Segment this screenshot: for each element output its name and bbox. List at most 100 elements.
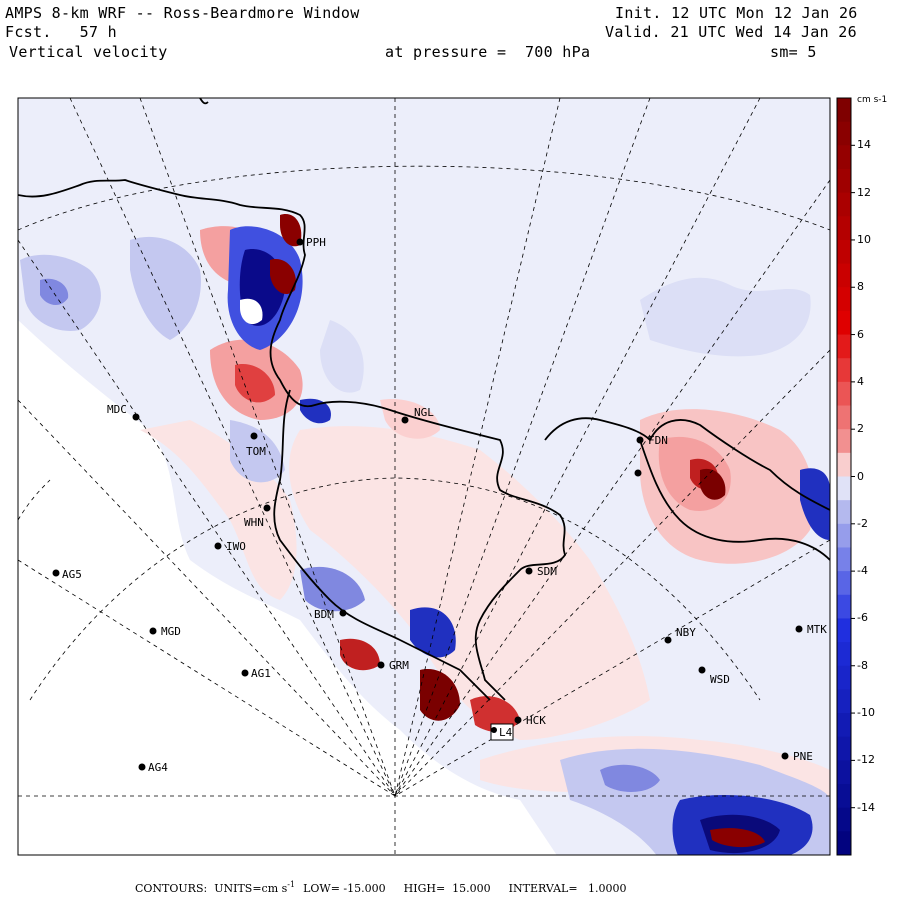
colorbar-label: 2 bbox=[857, 422, 864, 436]
station-label: AG4 bbox=[148, 761, 168, 774]
colorbar-segment bbox=[837, 98, 851, 123]
station-dot bbox=[634, 469, 642, 477]
station-label: MGD bbox=[161, 625, 181, 638]
colorbar-segment bbox=[837, 405, 851, 430]
station-iwo: IWO bbox=[214, 540, 246, 553]
colorbar-label: 10 bbox=[857, 232, 871, 246]
colorbar-segment bbox=[837, 736, 851, 761]
station-label: MDC bbox=[107, 403, 127, 416]
station-ag5: AG5 bbox=[52, 568, 82, 581]
station-wsd: WSD bbox=[698, 666, 730, 686]
colorbar-segment bbox=[837, 358, 851, 383]
coastline bbox=[18, 98, 830, 701]
colorbar-segment bbox=[837, 784, 851, 809]
colorbar-label: 8 bbox=[857, 280, 864, 294]
colorbar-segment bbox=[837, 168, 851, 194]
colorbar-segment bbox=[837, 618, 851, 643]
colorbar-segment bbox=[837, 500, 851, 525]
contour-interval: INTERVAL= 1.0000 bbox=[508, 881, 627, 895]
contour-info: CONTOURS: UNITS=cm s-1 LOW= -15.000 HIGH=… bbox=[135, 880, 631, 895]
station-tom: TOM bbox=[246, 432, 266, 458]
station-label: WHN bbox=[244, 516, 264, 529]
station-bdm: BDM bbox=[314, 608, 347, 621]
station-mtk: MTK bbox=[795, 623, 827, 636]
station-label: NGL bbox=[414, 406, 434, 419]
colorbar-label: -10 bbox=[857, 706, 875, 720]
colorbar-label: -6 bbox=[857, 611, 868, 625]
colorbar-label: -4 bbox=[857, 564, 868, 578]
station-mgd: MGD bbox=[149, 625, 181, 638]
station-l4: L4 bbox=[490, 723, 514, 741]
colorbar-segment bbox=[837, 523, 851, 548]
station-sdm: SDM bbox=[525, 565, 557, 578]
field-name: Vertical velocity bbox=[9, 43, 168, 61]
station-pne: PNE bbox=[781, 750, 813, 763]
colorbar-segment bbox=[837, 713, 851, 738]
colorbar-segment bbox=[837, 665, 851, 690]
station-label: IWO bbox=[226, 540, 246, 553]
colorbar-segment bbox=[837, 429, 851, 454]
station-label: MTK bbox=[807, 623, 827, 636]
init-time: Init. 12 UTC Mon 12 Jan 26 bbox=[615, 4, 858, 22]
colorbar-segment bbox=[837, 452, 851, 477]
colorbar-segment bbox=[837, 263, 851, 288]
colorbar-label: -12 bbox=[857, 753, 875, 767]
station-label: PNE bbox=[793, 750, 813, 763]
station-ngl: NGL bbox=[401, 406, 434, 424]
colorbar-segment bbox=[837, 192, 851, 217]
station-label: BDM bbox=[314, 608, 334, 621]
colorbar-segment bbox=[837, 310, 851, 336]
station-ag1: AG1 bbox=[241, 667, 271, 680]
station-label: FDN bbox=[648, 434, 668, 447]
valid-time: Valid. 21 UTC Wed 14 Jan 26 bbox=[605, 23, 857, 41]
colorbar-label: -8 bbox=[857, 658, 868, 672]
pressure-level: at pressure = 700 hPa bbox=[385, 43, 591, 61]
colorbar-label: -2 bbox=[857, 516, 868, 530]
contour-low: LOW= -15.000 bbox=[303, 881, 386, 895]
station-label: HCK bbox=[526, 714, 546, 727]
station-grm: GRM bbox=[377, 659, 409, 672]
station-fdn: FDN bbox=[636, 434, 668, 447]
colorbar-segment bbox=[837, 334, 851, 359]
station-label: L4 bbox=[499, 726, 513, 739]
colorbar-segment bbox=[837, 594, 851, 619]
station-label: AG1 bbox=[251, 667, 271, 680]
colorbar-label: 0 bbox=[857, 469, 864, 483]
colorbar-label: -14 bbox=[857, 800, 875, 814]
contour-units-exponent: -1 bbox=[287, 880, 296, 889]
station-mdc: MDC bbox=[107, 403, 140, 421]
colorbar-segment bbox=[837, 239, 851, 265]
colorbar-label: 4 bbox=[857, 374, 864, 388]
colorbar-segment bbox=[837, 121, 851, 146]
colorbar-segment bbox=[837, 642, 851, 667]
contour-units: CONTOURS: UNITS=cm s bbox=[135, 881, 288, 895]
colorbar-label: 12 bbox=[857, 185, 871, 199]
station-label: GRM bbox=[389, 659, 409, 672]
colorbar-segment bbox=[837, 547, 851, 572]
colorbar-segment bbox=[837, 287, 851, 312]
colorbar-label: 6 bbox=[857, 327, 864, 341]
station-label: TOM bbox=[246, 445, 266, 458]
station-label: SDM bbox=[537, 565, 557, 578]
field-shading bbox=[18, 214, 830, 855]
station-label: WSD bbox=[710, 673, 730, 686]
station-whn: WHN bbox=[244, 504, 271, 529]
colorbar-segment bbox=[837, 689, 851, 714]
station-label: AG5 bbox=[62, 568, 82, 581]
colorbar-units: cm s-1 bbox=[857, 95, 888, 105]
colorbar-segment bbox=[837, 476, 851, 501]
station-nby: NBY bbox=[664, 626, 696, 644]
colorbar-segment bbox=[837, 571, 851, 596]
station-label: PPH bbox=[306, 236, 326, 249]
graticule bbox=[18, 98, 830, 855]
colorbar-segment bbox=[837, 145, 851, 170]
map-frame bbox=[17, 97, 831, 856]
colorbar-segment bbox=[837, 831, 851, 856]
smoothing-value: sm= 5 bbox=[770, 43, 817, 61]
forecast-hour: Fcst. 57 h bbox=[5, 23, 117, 41]
colorbar bbox=[836, 97, 855, 856]
colorbar-segment bbox=[837, 381, 851, 407]
colorbar-segment bbox=[837, 807, 851, 832]
colorbar-label: 14 bbox=[857, 138, 871, 152]
